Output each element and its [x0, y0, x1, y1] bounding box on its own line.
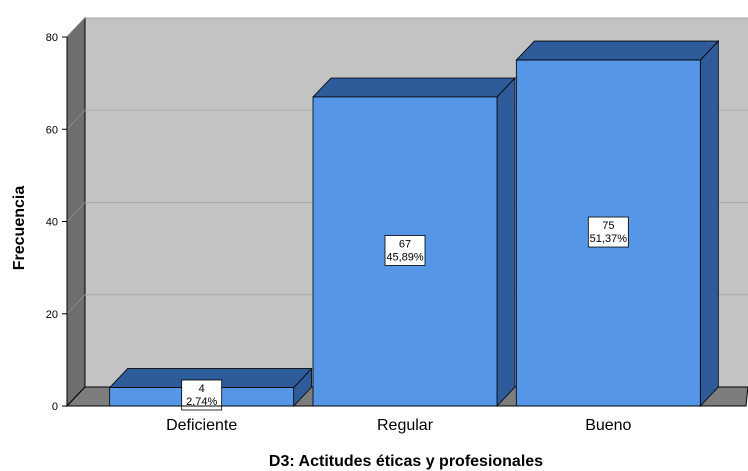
y-tick-label: 40 — [46, 217, 58, 229]
gridline-side — [66, 109, 86, 130]
x-tick-label: Bueno — [585, 417, 631, 434]
data-label: 42,74% — [181, 379, 223, 411]
y-tick-label: 20 — [46, 309, 58, 321]
x-tick-label: Regular — [377, 417, 434, 434]
gridline-side — [66, 202, 86, 222]
gridline-side — [66, 294, 86, 315]
data-label-count: 75 — [602, 220, 614, 232]
y-tick-label: 80 — [46, 32, 58, 44]
data-label-count: 67 — [399, 238, 411, 250]
y-axis: 0 20 40 60 80 — [46, 32, 68, 413]
bar-side — [699, 40, 719, 408]
gridline-side — [66, 17, 86, 38]
x-axis-title: D3: Actitudes éticas y profesionales — [269, 453, 543, 470]
data-label-count: 4 — [199, 383, 205, 395]
data-label-box — [384, 235, 426, 266]
y-tick-label: 0 — [52, 401, 58, 413]
x-axis: Deficiente Regular Bueno — [67, 405, 745, 434]
data-label-percent: 2,74% — [186, 396, 217, 408]
data-label-box — [181, 379, 223, 411]
bar-top — [312, 77, 516, 98]
data-label-percent: 45,89% — [386, 251, 424, 263]
x-tick-label: Deficiente — [166, 417, 237, 434]
bar-top — [515, 40, 720, 61]
bar-side — [496, 76, 516, 408]
y-tick-label: 60 — [46, 124, 58, 136]
data-label-percent: 51,37% — [590, 233, 628, 245]
y-axis-title: Frecuencia — [11, 186, 28, 271]
data-label-box — [587, 216, 629, 248]
